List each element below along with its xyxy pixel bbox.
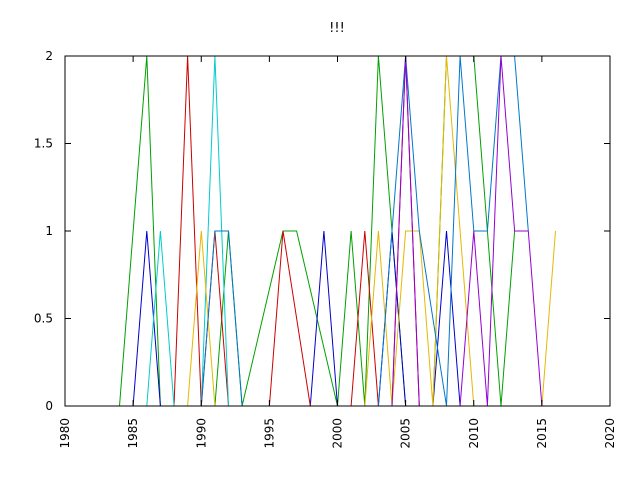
y-tick-label: 0.5: [34, 312, 53, 326]
x-tick-label: 1985: [126, 418, 140, 449]
x-tick-label: 2020: [603, 418, 617, 449]
x-tick-label: 1995: [262, 418, 276, 449]
x-tick-label: 2000: [331, 418, 345, 449]
x-tick-label: 2010: [467, 418, 481, 449]
series-layer: [119, 55, 556, 407]
y-tick-label: 0: [45, 399, 53, 413]
series-line-6: [200, 55, 529, 407]
y-tick-label: 1.5: [34, 137, 53, 151]
series-line-7: [391, 55, 543, 407]
series-line-1: [119, 55, 516, 407]
x-tick-label: 1990: [194, 418, 208, 449]
axis-layer: 0 0.5 1 1.5 2 1980 1985 1990 1995 2000 2005 2010 201…: [34, 49, 617, 449]
y-tick-label: 2: [45, 49, 53, 63]
x-tick-label: 2005: [399, 418, 413, 449]
x-tick-label: 2015: [535, 418, 549, 449]
x-tick-label: 1980: [58, 418, 72, 449]
y-tick-label: 1: [45, 224, 53, 238]
chart-title: !!!: [329, 21, 345, 36]
